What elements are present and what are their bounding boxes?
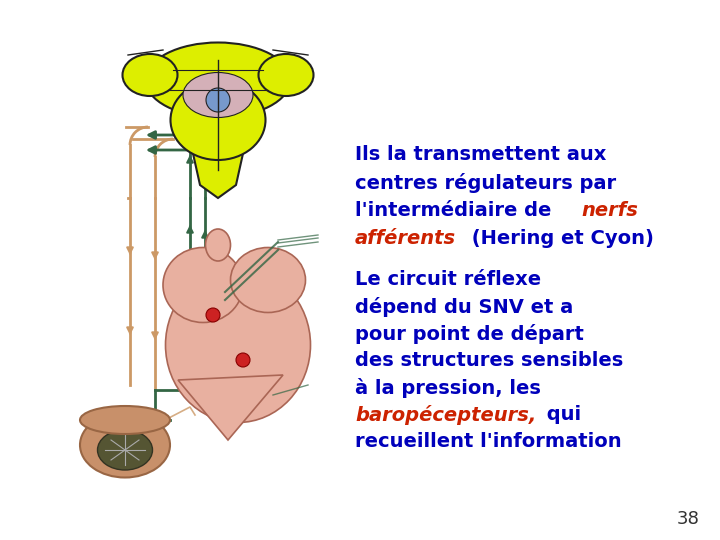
Text: centres régulateurs par: centres régulateurs par [355, 173, 616, 193]
Ellipse shape [183, 72, 253, 118]
Text: pour point de départ: pour point de départ [355, 324, 584, 344]
Text: qui: qui [540, 405, 581, 424]
Text: l'intermédiaire de: l'intermédiaire de [355, 201, 558, 220]
Text: nerfs: nerfs [581, 201, 638, 220]
Ellipse shape [205, 229, 230, 261]
Text: Le circuit réflexe: Le circuit réflexe [355, 270, 541, 289]
Circle shape [236, 353, 250, 367]
Text: barорécepteurs,: barорécepteurs, [355, 405, 536, 425]
Ellipse shape [145, 43, 290, 118]
Ellipse shape [230, 247, 305, 313]
Circle shape [206, 88, 230, 112]
Text: des structures sensibles: des structures sensibles [355, 351, 624, 370]
Ellipse shape [122, 54, 178, 96]
Text: (Hering et Cyon): (Hering et Cyon) [465, 229, 654, 248]
Ellipse shape [258, 54, 313, 96]
Ellipse shape [163, 247, 243, 322]
Text: 38: 38 [677, 510, 700, 528]
Text: à la pression, les: à la pression, les [355, 378, 541, 398]
Text: recueillent l'information: recueillent l'information [355, 432, 621, 451]
Text: Ils la transmettent aux: Ils la transmettent aux [355, 145, 606, 164]
Ellipse shape [80, 406, 170, 434]
Polygon shape [190, 140, 246, 198]
Ellipse shape [171, 80, 266, 160]
Text: afférents: afférents [355, 229, 456, 248]
Ellipse shape [166, 267, 310, 422]
Polygon shape [178, 375, 283, 440]
Circle shape [206, 308, 220, 322]
Ellipse shape [80, 413, 170, 477]
Ellipse shape [97, 430, 153, 470]
Text: dépend du SNV et a: dépend du SNV et a [355, 297, 573, 317]
